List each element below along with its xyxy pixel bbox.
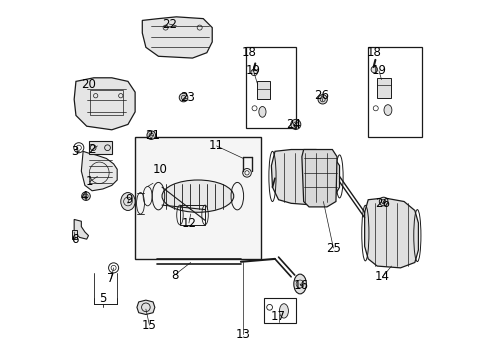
- Text: 3: 3: [71, 145, 79, 158]
- Text: 2: 2: [88, 143, 96, 156]
- Text: 12: 12: [181, 216, 196, 230]
- Polygon shape: [364, 198, 418, 268]
- Text: 6: 6: [71, 233, 79, 246]
- Bar: [135, 137, 260, 259]
- Bar: [88, 140, 112, 154]
- Text: 10: 10: [152, 163, 167, 176]
- Ellipse shape: [293, 274, 306, 294]
- Text: 23: 23: [179, 91, 194, 104]
- Text: 18: 18: [241, 46, 256, 59]
- Ellipse shape: [279, 304, 288, 318]
- Text: 15: 15: [142, 319, 157, 332]
- Polygon shape: [74, 220, 88, 239]
- Text: 13: 13: [235, 328, 250, 341]
- Text: 19: 19: [371, 64, 386, 77]
- Text: 21: 21: [145, 129, 160, 142]
- Ellipse shape: [121, 193, 135, 211]
- Text: 16: 16: [293, 279, 308, 292]
- Bar: [72, 230, 77, 239]
- Text: 17: 17: [270, 310, 285, 323]
- Circle shape: [179, 93, 187, 102]
- Text: 20: 20: [81, 78, 96, 91]
- Circle shape: [370, 66, 377, 73]
- Ellipse shape: [162, 180, 233, 212]
- Circle shape: [379, 197, 387, 206]
- Circle shape: [147, 131, 155, 139]
- Ellipse shape: [258, 107, 265, 117]
- Text: 18: 18: [366, 46, 381, 59]
- Polygon shape: [142, 17, 212, 58]
- Bar: [90, 90, 122, 116]
- Text: 9: 9: [125, 193, 133, 206]
- Text: 1: 1: [86, 175, 93, 188]
- Bar: [180, 205, 204, 225]
- Circle shape: [250, 69, 257, 76]
- Circle shape: [317, 95, 326, 104]
- Polygon shape: [81, 151, 117, 191]
- Bar: [246, 47, 296, 128]
- Circle shape: [290, 120, 300, 130]
- Polygon shape: [301, 149, 336, 207]
- Text: 26: 26: [374, 197, 389, 210]
- Text: 11: 11: [208, 139, 224, 152]
- Ellipse shape: [383, 105, 391, 116]
- Polygon shape: [137, 300, 155, 315]
- Bar: [264, 298, 296, 323]
- Text: 7: 7: [107, 272, 115, 285]
- Text: 22: 22: [162, 18, 176, 31]
- Text: 26: 26: [313, 89, 328, 102]
- Text: 8: 8: [170, 269, 178, 282]
- Bar: [367, 47, 421, 137]
- Polygon shape: [271, 149, 339, 205]
- Polygon shape: [74, 78, 135, 130]
- Bar: [257, 81, 269, 99]
- Text: 24: 24: [286, 118, 301, 131]
- Text: 25: 25: [325, 242, 340, 255]
- Text: 14: 14: [374, 270, 389, 283]
- Bar: [376, 78, 390, 98]
- Text: 4: 4: [80, 190, 87, 203]
- Circle shape: [81, 192, 90, 201]
- Text: 5: 5: [99, 292, 106, 305]
- Text: 19: 19: [245, 64, 261, 77]
